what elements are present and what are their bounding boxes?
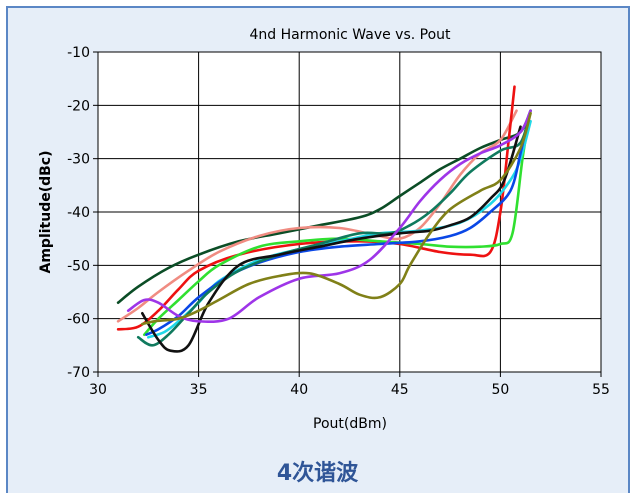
y-tick-label: -50 [67,258,90,274]
series-line-1 [116,109,532,304]
x-tick-label: 30 [89,382,107,398]
x-tick-label: 40 [290,382,308,398]
y-tick-label: -30 [67,152,90,168]
y-tick-label: -60 [67,312,90,328]
y-tick-label: -70 [67,365,90,381]
series-line-9 [126,109,532,324]
series-line-3 [116,85,516,331]
series-lines [116,85,532,353]
figure-caption: 4次谐波 [276,461,359,486]
y-axis-label: Amplitude(dBc) [38,150,54,273]
series-line-7 [136,109,532,347]
y-tick-label: -10 [67,45,90,61]
x-axis-label: Pout(dBm) [313,416,387,432]
ticks: 30 35 40 45 50 55 -10 -20 -30 -40 -50 -60 -70 [67,45,610,398]
x-tick-label: 50 [491,382,509,398]
x-tick-label: 45 [391,382,409,398]
series-line-10 [141,112,532,326]
y-tick-label: -40 [67,205,90,221]
series-line-2 [116,109,518,323]
x-tick-label: 55 [592,382,610,398]
series-line-6 [145,114,530,336]
series-line-8 [141,125,522,353]
y-tick-label: -20 [67,98,90,114]
series-line-4 [143,120,530,336]
x-tick-label: 35 [190,382,208,398]
chart-title: 4nd Harmonic Wave vs. Pout [249,27,451,43]
